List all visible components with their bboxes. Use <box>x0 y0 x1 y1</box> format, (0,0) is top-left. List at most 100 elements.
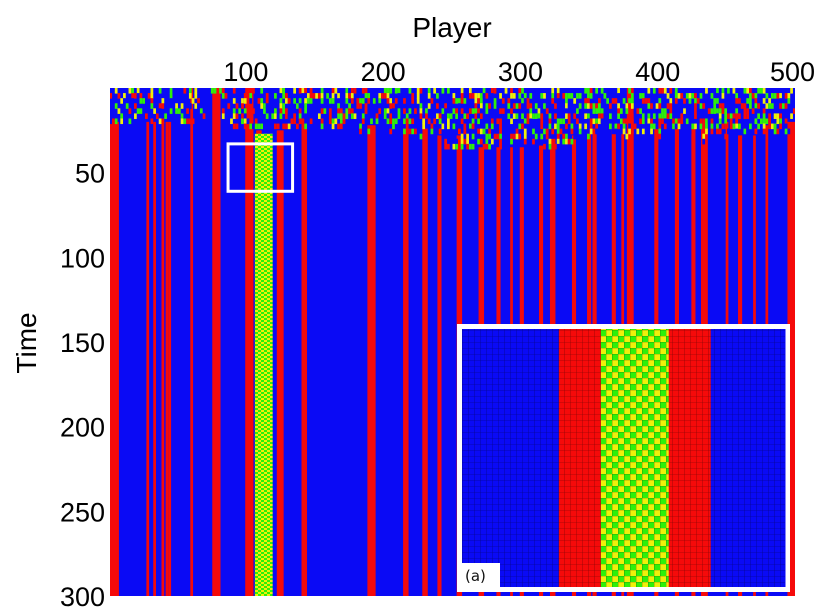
transient-cell <box>175 108 178 114</box>
transient-cell <box>180 113 184 119</box>
transient-cell <box>781 103 785 109</box>
transient-cell <box>304 113 307 119</box>
transient-cell <box>164 113 167 119</box>
transient-cell <box>197 98 200 104</box>
transient-cell <box>661 133 664 140</box>
transient-cell <box>743 103 747 109</box>
transient-cell <box>260 98 264 104</box>
transient-cell <box>367 93 371 99</box>
transient-cell <box>257 123 261 130</box>
transient-cell <box>367 98 371 104</box>
transient-cell <box>496 118 500 125</box>
transient-cell <box>543 123 546 130</box>
transient-cell <box>661 118 664 125</box>
transient-cell <box>589 128 593 135</box>
transient-cell <box>529 118 533 125</box>
transient-cell <box>375 118 379 125</box>
transient-cell <box>166 103 170 109</box>
transient-cell <box>716 98 719 104</box>
transient-cell <box>221 108 225 114</box>
transient-cell <box>562 118 566 125</box>
transient-cell <box>784 118 788 125</box>
transient-cell <box>556 123 560 130</box>
transient-cell <box>482 128 486 135</box>
transient-cell <box>457 103 461 109</box>
transient-cell <box>792 108 795 114</box>
transient-cell <box>784 123 788 130</box>
transient-cell <box>551 123 555 130</box>
transient-cell <box>499 133 502 140</box>
transient-cell <box>337 113 340 119</box>
transient-cell <box>738 113 741 119</box>
transient-cell <box>243 118 247 125</box>
transient-cell <box>658 98 662 104</box>
transient-cell <box>123 98 126 104</box>
transient-cell <box>694 113 697 119</box>
transient-cell <box>457 128 461 135</box>
transient-cell <box>474 113 478 119</box>
transient-cell <box>232 108 236 114</box>
transient-cell <box>576 138 579 145</box>
transient-cell <box>625 118 629 125</box>
transient-cell <box>518 133 522 140</box>
transient-cell <box>611 128 615 135</box>
transient-cell <box>685 93 689 99</box>
transient-cell <box>658 103 662 109</box>
transient-cell <box>293 113 297 119</box>
transient-cell <box>576 108 579 114</box>
transient-cell <box>276 123 280 130</box>
transient-cell <box>666 93 670 99</box>
transient-cell <box>425 108 428 114</box>
transient-cell <box>468 128 472 135</box>
transient-cell <box>235 123 239 130</box>
transient-cell <box>716 108 719 114</box>
transient-cell <box>716 128 719 135</box>
transient-cell <box>663 88 667 94</box>
transient-cell <box>554 143 557 150</box>
transient-cell <box>320 118 324 125</box>
transient-cell <box>556 133 560 140</box>
transient-cell <box>518 88 522 94</box>
transient-cell <box>576 93 579 99</box>
transient-cell <box>608 113 612 119</box>
transient-cell <box>735 128 739 135</box>
transient-cell <box>477 93 480 99</box>
transient-cell <box>762 118 766 125</box>
transient-cell <box>342 118 346 125</box>
transient-cell <box>158 118 162 125</box>
transient-cell <box>471 123 475 130</box>
transient-cell <box>265 98 269 104</box>
transient-cell <box>784 93 788 99</box>
transient-cell <box>285 108 288 114</box>
transient-cell <box>150 103 154 109</box>
transient-cell <box>622 123 626 130</box>
transient-cell <box>688 128 692 135</box>
transient-cell <box>392 98 395 104</box>
transient-cell <box>578 123 582 130</box>
transient-cell <box>589 93 593 99</box>
transient-cell <box>573 133 577 140</box>
transient-cell <box>762 123 766 130</box>
transient-cell <box>749 123 752 130</box>
transient-cell <box>320 93 324 99</box>
transient-cell <box>617 123 620 130</box>
transient-cell <box>584 88 588 94</box>
transient-cell <box>534 113 538 119</box>
transient-cell <box>644 113 648 119</box>
transient-cell <box>655 98 659 104</box>
transient-cell <box>694 103 697 109</box>
transient-cell <box>540 108 544 114</box>
x-tick-label: 200 <box>361 57 406 87</box>
transient-cell <box>622 88 626 94</box>
transient-cell <box>551 128 555 135</box>
transient-cell <box>479 98 483 104</box>
transient-cell <box>449 113 453 119</box>
transient-cell <box>746 113 750 119</box>
transient-cell <box>306 98 310 104</box>
transient-cell <box>749 98 752 104</box>
y-tick-label: 300 <box>60 582 105 609</box>
transient-cell <box>551 98 555 104</box>
transient-cell <box>595 128 599 135</box>
transient-cell <box>304 123 307 130</box>
transient-cell <box>765 93 769 99</box>
